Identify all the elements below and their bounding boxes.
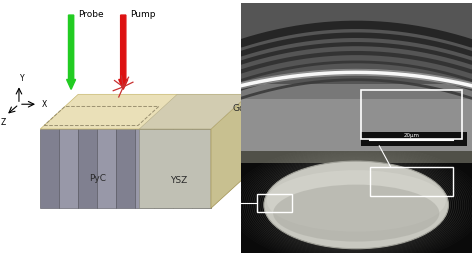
Ellipse shape — [267, 170, 446, 231]
Bar — [241, 3, 472, 84]
Bar — [241, 3, 472, 69]
Ellipse shape — [264, 161, 448, 249]
Polygon shape — [211, 94, 249, 208]
Text: 20μm: 20μm — [404, 133, 419, 138]
Text: Gold: Gold — [232, 104, 253, 113]
Polygon shape — [135, 129, 154, 208]
Text: PyC: PyC — [89, 174, 106, 183]
Polygon shape — [192, 129, 211, 208]
Polygon shape — [139, 94, 249, 129]
Text: YSZ: YSZ — [170, 176, 187, 185]
Text: Y: Y — [20, 74, 25, 83]
Polygon shape — [173, 129, 192, 208]
Polygon shape — [40, 129, 59, 208]
Text: Pump: Pump — [130, 10, 156, 19]
Polygon shape — [154, 129, 173, 208]
Polygon shape — [139, 129, 211, 208]
Bar — [241, 151, 472, 163]
Bar — [370, 167, 453, 196]
Text: Z: Z — [1, 118, 6, 127]
FancyArrow shape — [118, 15, 128, 89]
Bar — [361, 90, 463, 139]
Polygon shape — [116, 129, 135, 208]
Polygon shape — [97, 129, 116, 208]
Bar — [241, 99, 472, 151]
Ellipse shape — [273, 185, 439, 241]
Polygon shape — [40, 94, 249, 129]
Bar — [257, 194, 292, 212]
Polygon shape — [59, 129, 78, 208]
Bar — [361, 132, 467, 147]
Polygon shape — [78, 129, 97, 208]
Text: Probe: Probe — [78, 10, 104, 19]
Text: X: X — [42, 100, 47, 109]
FancyArrow shape — [66, 15, 76, 89]
